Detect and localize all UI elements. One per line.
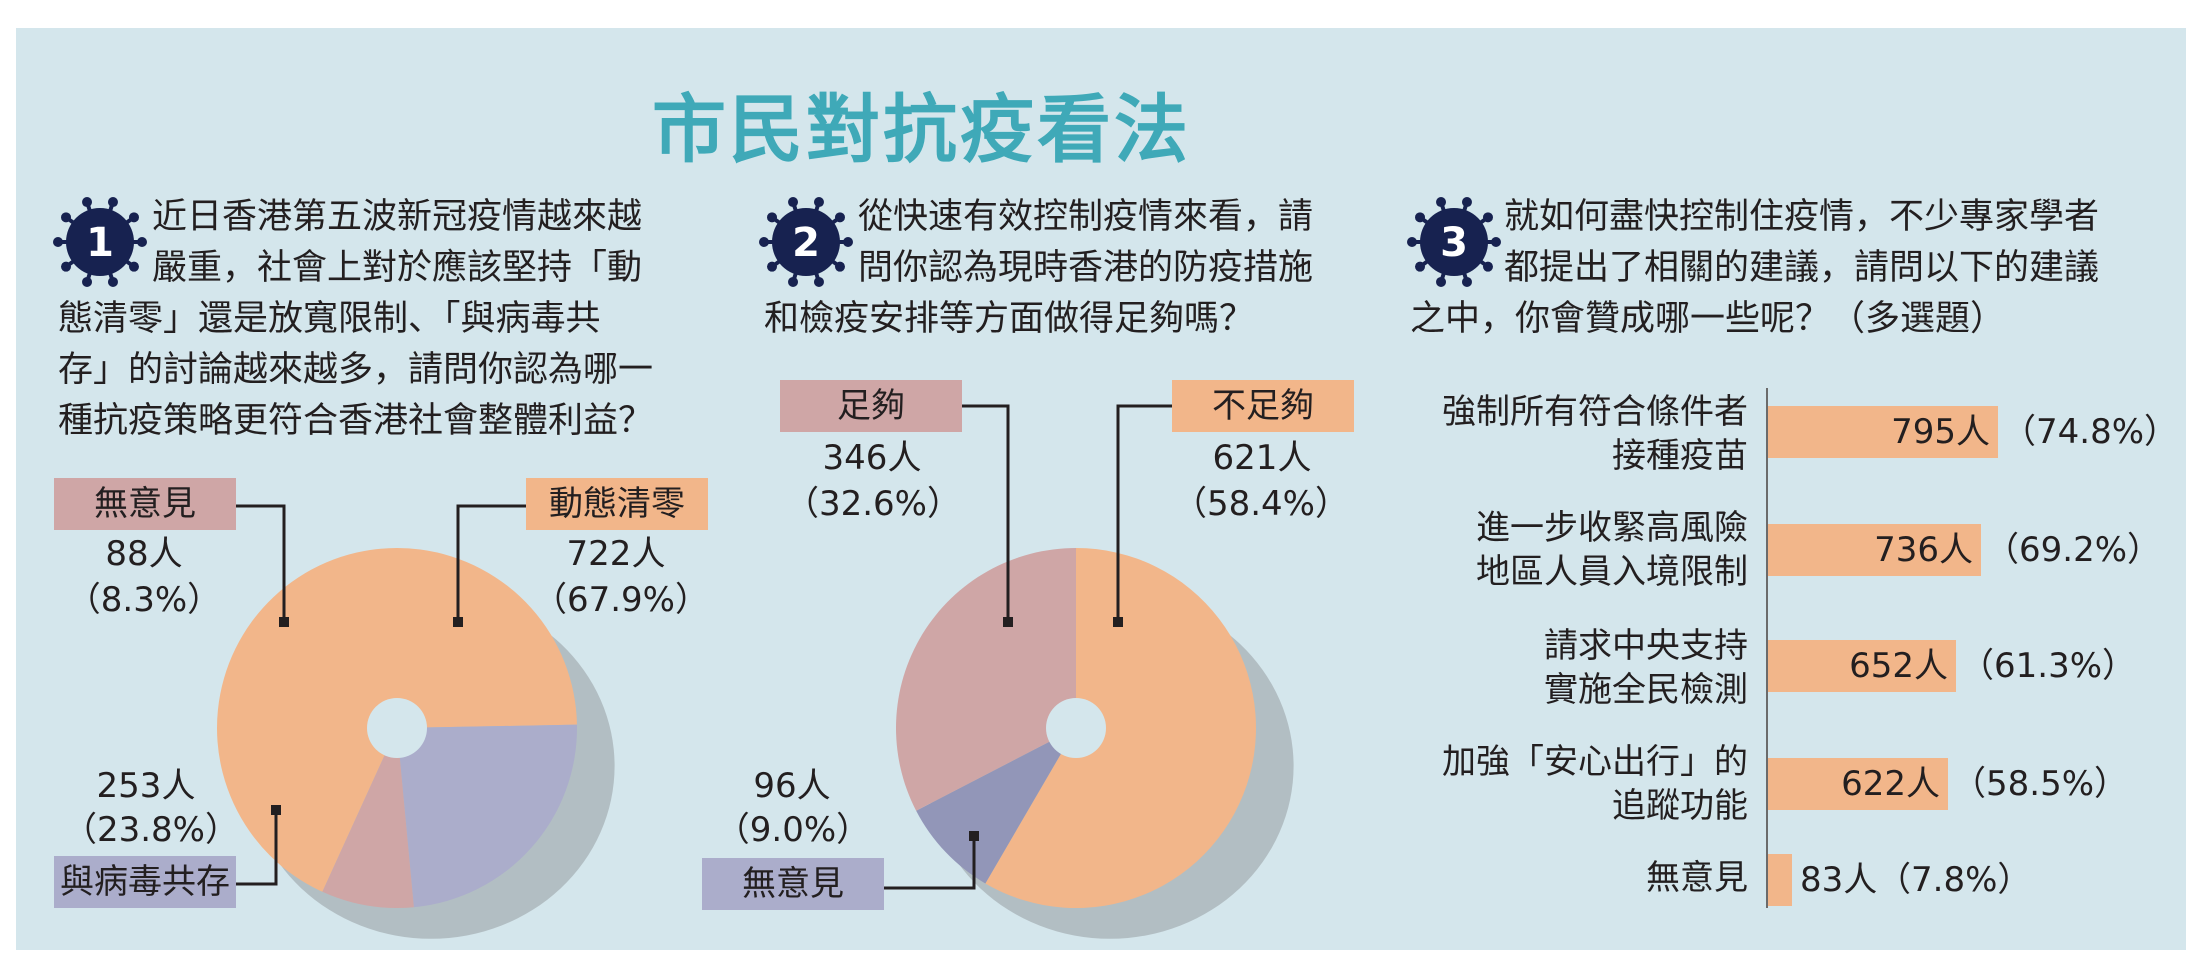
bar-category-5: 無意見 xyxy=(1408,856,1748,900)
question-3-text: 就如何盡快控制住疫情，不少專家學者 都提出了相關的建議，請問以下的建議 之中，你… xyxy=(1410,192,2180,345)
pie1-leader-no-opinion-dot xyxy=(279,617,289,627)
virus-badge-2-icon: 2 xyxy=(758,194,854,290)
pie-chart-1-slice-1 xyxy=(397,724,577,908)
pie-chart-2-slice-2 xyxy=(895,548,1076,811)
question-line: 嚴重，社會上對於應該堅持「動 xyxy=(152,248,643,288)
bar-category-line: 強制所有符合條件者 xyxy=(1442,392,1748,432)
bar-3 xyxy=(1768,640,1956,692)
pie1-pct-zero-covid: （67.9%） xyxy=(532,580,709,620)
pie2-leader-not-enough xyxy=(1116,404,1172,622)
question-line: 都提出了相關的建議，請問以下的建議 xyxy=(1504,248,2100,288)
question-line: 態清零」還是放寬限制、「與病毒共 xyxy=(58,299,601,339)
bar-axis-line xyxy=(1766,388,1768,908)
bar-category-line: 請求中央支持 xyxy=(1544,626,1748,666)
bar-4 xyxy=(1768,758,1948,810)
bar-count-5: 83人 xyxy=(1800,860,1878,900)
virus-badge-1-icon: 1 xyxy=(52,194,148,290)
question-line: 就如何盡快控制住疫情，不少專家學者 xyxy=(1504,197,2100,237)
question-line: 和檢疫安排等方面做得足夠嗎？ xyxy=(764,299,1255,339)
pie-chart-2-slice-1 xyxy=(916,728,1076,884)
bar-category-4: 加強「安心出行」的 追蹤功能 xyxy=(1408,740,1748,828)
bar-count-2: 736人 xyxy=(1874,530,1973,570)
bar-2 xyxy=(1768,524,1981,576)
bar-pct-2: （69.2%） xyxy=(1985,530,2162,570)
bar-category-line: 接種疫苗 xyxy=(1612,436,1748,476)
bar-5 xyxy=(1768,854,1792,906)
pie2-leader-enough xyxy=(962,404,1010,622)
pie2-label-enough: 足夠 xyxy=(780,380,962,432)
svg-text:2: 2 xyxy=(792,220,820,266)
pie1-leader-no-opinion xyxy=(236,504,286,622)
question-line: 存」的討論越來越多，請問你認為哪一 xyxy=(58,350,654,390)
pie2-pct-not-enough: （58.4%） xyxy=(1172,484,1349,524)
pie1-count-no-opinion: 88人 xyxy=(105,534,183,574)
bar-category-line: 追蹤功能 xyxy=(1612,786,1748,826)
bar-count-1: 795人 xyxy=(1891,412,1990,452)
bar-1 xyxy=(1768,406,1998,458)
bar-count-4: 622人 xyxy=(1841,764,1940,804)
pie2-count-no-opinion: 96人 xyxy=(753,766,831,806)
pie2-leader-no-opinion xyxy=(884,836,976,890)
virus-badge-3-icon: 3 xyxy=(1406,194,1502,290)
pie2-label-no-opinion: 無意見 xyxy=(702,858,884,910)
bar-category-2: 進一步收緊高風險 地區人員入境限制 xyxy=(1408,506,1748,594)
question-line: 之中，你會贊成哪一些呢？（多選題） xyxy=(1410,299,2006,339)
svg-text:1: 1 xyxy=(86,220,114,266)
pie1-leader-zero-covid-dot xyxy=(453,617,463,627)
bar-category-line: 地區人員入境限制 xyxy=(1476,552,1748,592)
pie2-label-not-enough: 不足夠 xyxy=(1172,380,1354,432)
bar-category-line: 實施全民檢測 xyxy=(1544,670,1748,710)
question-2-text: 從快速有效控制疫情來看，請 問你認為現時香港的防疫措施 和檢疫安排等方面做得足夠… xyxy=(764,192,1364,345)
pie2-leader-enough-dot xyxy=(1003,617,1013,627)
bar-pct-1: （74.8%） xyxy=(2002,412,2179,452)
svg-text:3: 3 xyxy=(1440,220,1468,266)
pie2-pct-enough: （32.6%） xyxy=(784,484,961,524)
pie2-count-not-enough: 621人 xyxy=(1212,438,1312,478)
pie1-label-zero-covid: 動態清零 xyxy=(526,478,708,530)
bar-pct-4: （58.5%） xyxy=(1952,764,2129,804)
pie-chart-2-slice-0 xyxy=(985,548,1256,908)
bar-category-1: 強制所有符合條件者 接種疫苗 xyxy=(1408,390,1748,478)
pie-chart-1-slice-2 xyxy=(322,728,414,908)
question-line: 近日香港第五波新冠疫情越來越 xyxy=(152,197,643,237)
bar-count-3: 652人 xyxy=(1849,646,1948,686)
pie-chart-1 xyxy=(216,547,615,939)
pie-chart-2 xyxy=(895,548,1294,939)
pie1-leader-coexist-dot xyxy=(271,805,281,815)
pie1-leader-coexist xyxy=(236,810,278,886)
pie1-count-zero-covid: 722人 xyxy=(566,534,666,574)
pie1-pct-no-opinion: （8.3%） xyxy=(66,580,222,620)
pie2-leader-no-opinion-dot xyxy=(969,831,979,841)
pie-chart-2-hole xyxy=(1046,698,1106,758)
bar-pct-5: （7.8%） xyxy=(1877,860,2032,900)
pie1-label-coexist: 與病毒共存 xyxy=(54,856,236,908)
pie-chart-1-hole xyxy=(367,698,427,758)
bar-category-line: 進一步收緊高風險 xyxy=(1476,508,1748,548)
pie1-pct-coexist: （23.8%） xyxy=(62,810,239,850)
pie1-label-no-opinion: 無意見 xyxy=(54,478,236,530)
bar-pct-3: （61.3%） xyxy=(1960,646,2137,686)
pie2-pct-no-opinion: （9.0%） xyxy=(715,810,871,850)
page-title: 市民對抗疫看法 xyxy=(652,87,1191,173)
bar-category-line: 無意見 xyxy=(1646,858,1748,898)
pie2-leader-not-enough-dot xyxy=(1113,617,1123,627)
question-1-text: 近日香港第五波新冠疫情越來越 嚴重，社會上對於應該堅持「動 態清零」還是放寬限制… xyxy=(58,192,718,447)
pie1-count-coexist: 253人 xyxy=(96,766,196,806)
question-line: 種抗疫策略更符合香港社會整體利益？ xyxy=(58,401,654,441)
pie2-count-enough: 346人 xyxy=(822,438,922,478)
question-line: 從快速有效控制疫情來看，請 xyxy=(858,197,1314,237)
bar-category-line: 加強「安心出行」的 xyxy=(1442,742,1748,782)
question-line: 問你認為現時香港的防疫措施 xyxy=(858,248,1314,288)
pie1-leader-zero-covid xyxy=(456,504,526,622)
bar-category-3: 請求中央支持 實施全民檢測 xyxy=(1408,624,1748,712)
